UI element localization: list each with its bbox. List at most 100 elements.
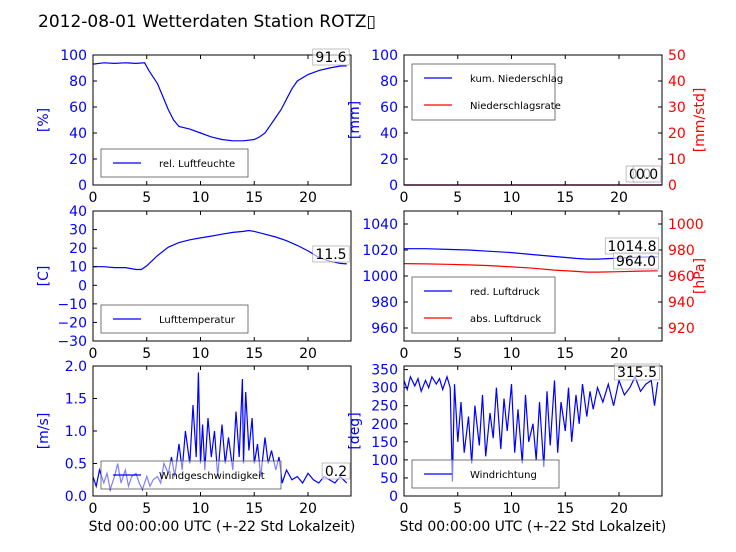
temperature-y-tick-label: −20 <box>57 315 87 331</box>
precipitation-y-axis-label: [mm] <box>347 101 363 139</box>
humidity-y-tick-label: 0 <box>78 178 87 194</box>
temperature-y-tick-label: −10 <box>57 297 87 313</box>
pressure-y-tick-label: 1000 <box>362 269 398 285</box>
pressure-x-tick-label: 10 <box>503 346 521 362</box>
precipitation-y-tick-label: 40 <box>380 126 398 142</box>
pressure-y2-tick-label: 940 <box>668 295 695 311</box>
wind-direction-legend-label: Windrichtung <box>470 470 537 481</box>
precipitation-y2-tick-label: 30 <box>668 100 686 116</box>
temperature-y-tick-label: 10 <box>69 260 87 276</box>
wind-direction-x-axis-label: Std 00:00:00 UTC (+-22 Std Lokalzeit) <box>400 519 667 535</box>
pressure-x-tick-label: 5 <box>453 346 462 362</box>
wind-speed-x-tick-label: 10 <box>192 501 210 517</box>
wind-direction-y-tick-label: 200 <box>371 417 398 433</box>
wind-direction-x-tick-label: 20 <box>610 501 628 517</box>
temperature-y-tick-label: 30 <box>69 223 87 239</box>
temperature-x-tick-label: 0 <box>89 346 98 362</box>
humidity-y-tick-label: 60 <box>69 100 87 116</box>
pressure-legend-box <box>411 276 556 334</box>
precipitation-x-tick-label: 5 <box>453 190 462 206</box>
wind-speed-x-tick-label: 0 <box>89 501 98 517</box>
figure-title: 2012-08-01 Wetterdaten Station ROTZ▯ <box>38 12 376 32</box>
pressure-legend-label: abs. Luftdruck <box>470 314 541 325</box>
temperature-y-tick-label: 0 <box>78 278 87 294</box>
precipitation-legend-label: Niederschlagsrate <box>470 101 561 112</box>
precipitation-x-tick-label: 15 <box>556 190 574 206</box>
temperature-x-tick-label: 10 <box>192 346 210 362</box>
wind-speed-x-tick-label: 15 <box>245 501 263 517</box>
wind-speed-x-axis-label: Std 00:00:00 UTC (+-22 Std Lokalzeit) <box>89 519 356 535</box>
wind-direction-series-line-0 <box>403 374 659 482</box>
pressure-y2-tick-label: 1000 <box>668 217 704 233</box>
wind-speed-y-tick-label: 2.0 <box>65 359 87 375</box>
humidity-series-line-0 <box>92 62 347 142</box>
humidity-y-tick-label: 80 <box>69 74 87 90</box>
precipitation-y-tick-label: 20 <box>380 152 398 168</box>
precipitation-y2-axis-label: [mm/std] <box>692 88 708 153</box>
precipitation-y2-tick-label: 20 <box>668 126 686 142</box>
humidity-readout-value: 91.6 <box>315 50 346 66</box>
precipitation-y2-tick-label: 40 <box>668 74 686 90</box>
temperature-chart: 0 5 10 15 20 −30 −20 −10 0 10 20 30 40 [C] 11.5 Lufttem… <box>36 204 352 362</box>
precipitation-y-tick-label: 0 <box>389 178 398 194</box>
pressure-x-tick-label: 15 <box>556 346 574 362</box>
pressure-x-tick-label: 20 <box>610 346 628 362</box>
wind-direction-y-tick-label: 250 <box>371 399 398 415</box>
humidity-x-tick-label: 10 <box>192 190 210 206</box>
wind-speed-x-tick-label: 5 <box>142 501 151 517</box>
wind-speed-y-tick-label: 0.5 <box>65 457 87 473</box>
precipitation-readout-box <box>632 165 662 183</box>
wind-direction-y-tick-label: 350 <box>371 363 398 379</box>
temperature-x-tick-label: 5 <box>142 346 151 362</box>
pressure-series-line-1 <box>403 263 658 273</box>
pressure-readout-value: 1014.8 <box>608 239 657 255</box>
humidity-readout-box <box>312 48 350 66</box>
precipitation-y2-tick-label: 10 <box>668 152 686 168</box>
precipitation-y-tick-label: 60 <box>380 100 398 116</box>
wind-direction-x-tick-label: 5 <box>453 501 462 517</box>
pressure-chart: 0 5 10 15 20 960 980 1000 1020 1040 920 940 960 980 10… <box>362 210 708 362</box>
wind-direction-x-tick-label: 0 <box>400 501 409 517</box>
wind-direction-y-tick-label: 0 <box>389 489 398 505</box>
pressure-readout-box <box>613 252 659 270</box>
pressure-y-tick-label: 1040 <box>362 217 398 233</box>
humidity-x-tick-label: 5 <box>142 190 151 206</box>
pressure-y2-tick-label: 920 <box>668 321 695 337</box>
wind-speed-y-tick-label: 1.5 <box>65 392 87 408</box>
temperature-readout-value: 11.5 <box>315 247 346 263</box>
wind-direction-x-tick-label: 10 <box>503 501 521 517</box>
wind-direction-plot-frame <box>403 365 663 497</box>
wind-direction-y-tick-label: 150 <box>371 435 398 451</box>
precipitation-legend-label: kum. Niederschlag <box>470 74 563 85</box>
pressure-x-tick-label: 0 <box>400 346 409 362</box>
precipitation-plot-frame <box>403 54 663 186</box>
temperature-legend: Lufttemperatur <box>100 304 249 334</box>
precipitation-readout-value: 0.0 <box>636 167 658 183</box>
humidity-y-tick-label: 20 <box>69 152 87 168</box>
pressure-y2-tick-label: 980 <box>668 243 695 259</box>
wind-direction-y-tick-label: 50 <box>380 471 398 487</box>
wind-direction-legend: Windrichtung <box>411 459 560 489</box>
pressure-y2-axis-label: [hPa] <box>692 258 708 294</box>
pressure-y2-tick-label: 960 <box>668 269 695 285</box>
wind-speed-legend: Windgeschwindigkeit <box>100 460 282 490</box>
precipitation-legend-box <box>411 63 556 121</box>
humidity-chart: 0 5 10 15 20 0 20 40 60 80 100 [%] 91.6 rel. Luftfeuc… <box>36 48 352 206</box>
wind-direction-y-tick-label: 300 <box>371 381 398 397</box>
temperature-readout-box <box>312 245 350 263</box>
humidity-x-tick-label: 0 <box>89 190 98 206</box>
wind-direction-readout-value: 315.5 <box>617 365 657 381</box>
pressure-y-tick-label: 980 <box>371 295 398 311</box>
wind-speed-readout-box <box>321 462 351 480</box>
humidity-x-tick-label: 15 <box>245 190 263 206</box>
temperature-plot-frame <box>92 210 352 342</box>
humidity-legend: rel. Luftfeuchte <box>100 148 249 178</box>
wind-direction-readout-box <box>614 363 660 381</box>
temperature-y-tick-label: −30 <box>57 334 87 350</box>
pressure-readout-value: 964.0 <box>616 254 656 270</box>
wind-speed-chart: 0 5 10 15 20 0.0 0.5 1.0 1.5 2.0 [m/s] Std 00:00:00… <box>36 359 355 535</box>
humidity-x-tick-label: 20 <box>299 190 317 206</box>
humidity-legend-label: rel. Luftfeuchte <box>159 159 235 170</box>
